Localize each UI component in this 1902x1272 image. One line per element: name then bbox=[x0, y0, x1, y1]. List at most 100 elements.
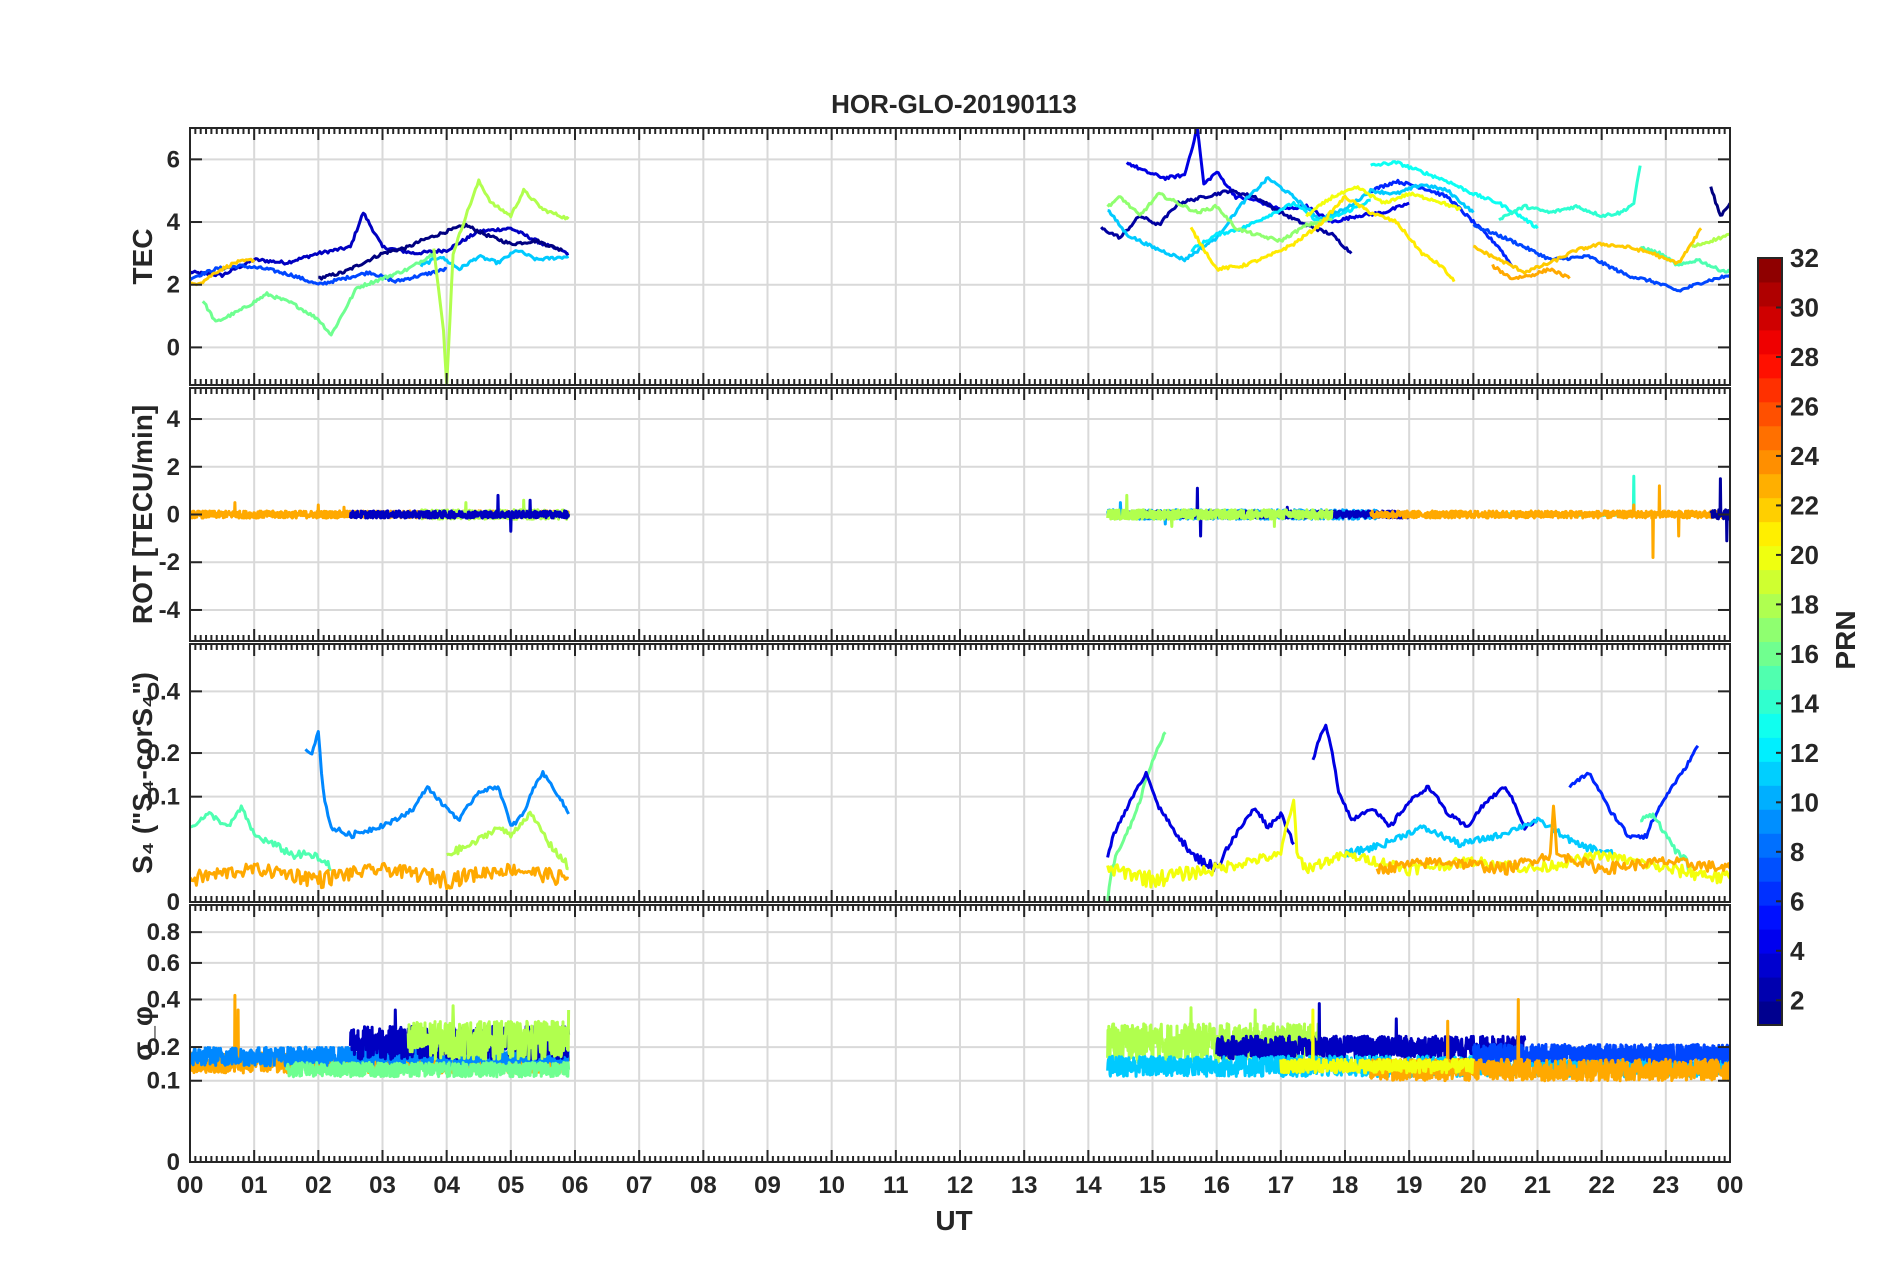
colorbar-tick-label: 28 bbox=[1790, 342, 1819, 372]
series-prn-4 bbox=[1311, 723, 1539, 831]
colorbar-segment bbox=[1758, 977, 1782, 1002]
x-tick-label: 21 bbox=[1524, 1172, 1551, 1199]
x-tick-label: 15 bbox=[1139, 1172, 1166, 1199]
x-tick-label: 03 bbox=[369, 1172, 396, 1199]
x-tick-label: 19 bbox=[1396, 1172, 1423, 1199]
panel-rot: -4 -2 0 2 4 ROT [TECU/min] bbox=[127, 387, 1731, 642]
colorbar-tick-label: 6 bbox=[1790, 886, 1804, 916]
y-tick-label: 2 bbox=[167, 272, 180, 299]
colorbar-tick-label: 16 bbox=[1790, 639, 1819, 669]
chart-title: HOR-GLO-20190113 bbox=[831, 89, 1077, 119]
colorbar-segment bbox=[1758, 377, 1782, 403]
panel-tec: 0 2 4 6 TEC bbox=[127, 127, 1731, 386]
y-tick-label: 0 bbox=[167, 889, 180, 916]
y-axis-label: σ_φ bbox=[127, 1006, 158, 1061]
series-prn-15 bbox=[1639, 245, 1730, 274]
series-prn-23 bbox=[1375, 804, 1730, 876]
x-ticks bbox=[189, 905, 1731, 1162]
x-tick-label: 00 bbox=[1717, 1172, 1744, 1199]
colorbar-tick-label: 22 bbox=[1790, 490, 1819, 520]
series-prn-14 bbox=[1498, 165, 1642, 222]
series-prn-4 bbox=[1106, 770, 1295, 873]
x-tick-label: 07 bbox=[626, 1172, 653, 1199]
series-prn-9 bbox=[304, 730, 570, 840]
series-prn-20 bbox=[1279, 1008, 1475, 1075]
series-prn-22 bbox=[190, 257, 256, 287]
colorbar-tick-label: 20 bbox=[1790, 540, 1819, 570]
y-tick-label: 0.6 bbox=[147, 950, 180, 977]
x-tick-label: 22 bbox=[1588, 1172, 1615, 1199]
y-tick-label: 0.2 bbox=[147, 1034, 180, 1061]
colorbar-segment bbox=[1758, 665, 1782, 690]
x-tick-label: 09 bbox=[754, 1172, 781, 1199]
series-prn-21 bbox=[1189, 194, 1456, 283]
y-tick-label: 0.1 bbox=[147, 1068, 180, 1095]
series-group bbox=[190, 993, 1730, 1083]
colorbar-segment bbox=[1758, 809, 1782, 834]
y-tick-label: 0.4 bbox=[147, 986, 181, 1013]
colorbar-tick-label: 24 bbox=[1790, 441, 1819, 471]
colorbar-tick-label: 8 bbox=[1790, 837, 1804, 867]
x-tick-label: 05 bbox=[497, 1172, 524, 1199]
colorbar-segment bbox=[1758, 761, 1782, 786]
series-prn-23 bbox=[190, 861, 570, 891]
series-prn-6 bbox=[1568, 744, 1700, 840]
series-prn-15 bbox=[1640, 812, 1693, 872]
colorbar-segment bbox=[1758, 593, 1782, 619]
x-tick-label: 08 bbox=[690, 1172, 717, 1199]
y-axis-label: ROT [TECU/min] bbox=[127, 405, 158, 624]
colorbar-label: PRN bbox=[1830, 610, 1861, 669]
series-prn-3 bbox=[348, 493, 571, 533]
colorbar-frame bbox=[1757, 257, 1783, 1026]
panel-s4: 0 0.1 0.2 0.4S₄ ("S₄-corS₄") bbox=[127, 643, 1731, 916]
colorbar-tick-label: 10 bbox=[1790, 787, 1819, 817]
colorbar-segment bbox=[1758, 1001, 1782, 1026]
colorbar-segment bbox=[1758, 473, 1782, 499]
colorbar-tick-label: 4 bbox=[1790, 936, 1805, 966]
y-tick-label: 0.1 bbox=[147, 784, 180, 811]
x-tick-label: 04 bbox=[433, 1172, 460, 1199]
colorbar-segment bbox=[1758, 305, 1782, 331]
series-prn-23 bbox=[1369, 484, 1730, 559]
colorbar-tick-label: 12 bbox=[1790, 738, 1819, 768]
series-prn-1 bbox=[318, 222, 564, 281]
x-tick-label: 00 bbox=[177, 1172, 204, 1199]
y-tick-label: -2 bbox=[159, 549, 180, 576]
colorbar-tick-label: 26 bbox=[1790, 391, 1819, 421]
series-prn-16 bbox=[1106, 731, 1167, 902]
y-tick-label: 2 bbox=[167, 454, 180, 481]
series-prn-11 bbox=[1107, 176, 1475, 263]
x-tick-label: 10 bbox=[818, 1172, 845, 1199]
x-axis-label: UT bbox=[935, 1205, 972, 1236]
y-tick-label: 0 bbox=[167, 502, 180, 529]
colorbar-segment bbox=[1758, 905, 1782, 930]
series-prn-15 bbox=[190, 804, 332, 871]
x-tick-label: 01 bbox=[241, 1172, 268, 1199]
x-tick-label: 14 bbox=[1075, 1172, 1102, 1199]
x-tick-label: 23 bbox=[1652, 1172, 1679, 1199]
y-tick-label: 0 bbox=[167, 1149, 180, 1176]
series-prn-3 bbox=[1215, 1002, 1527, 1061]
y-tick-label: 6 bbox=[167, 146, 180, 173]
y-axis-label: S₄ ("S₄-corS₄") bbox=[127, 672, 158, 874]
y-tick-label: 4 bbox=[167, 406, 181, 433]
x-ticks bbox=[189, 128, 1731, 385]
series-prn-2 bbox=[1709, 477, 1730, 543]
colorbar-segment bbox=[1758, 258, 1782, 283]
y-tick-label: -4 bbox=[159, 597, 181, 624]
x-tick-label: 12 bbox=[947, 1172, 974, 1199]
colorbar-segment bbox=[1758, 569, 1782, 595]
series-prn-17 bbox=[1106, 191, 1333, 243]
colorbar-segment bbox=[1758, 329, 1782, 355]
series-group bbox=[190, 723, 1730, 902]
series-group bbox=[190, 474, 1730, 559]
y-ticks: 0 0.1 0.2 0.4 bbox=[147, 678, 1730, 916]
x-ticks bbox=[189, 644, 1731, 902]
y-tick-label: 0 bbox=[167, 334, 180, 361]
colorbar-tick-label: 30 bbox=[1790, 292, 1819, 322]
colorbar-segment bbox=[1758, 449, 1782, 475]
colorbar-segment bbox=[1758, 833, 1782, 858]
